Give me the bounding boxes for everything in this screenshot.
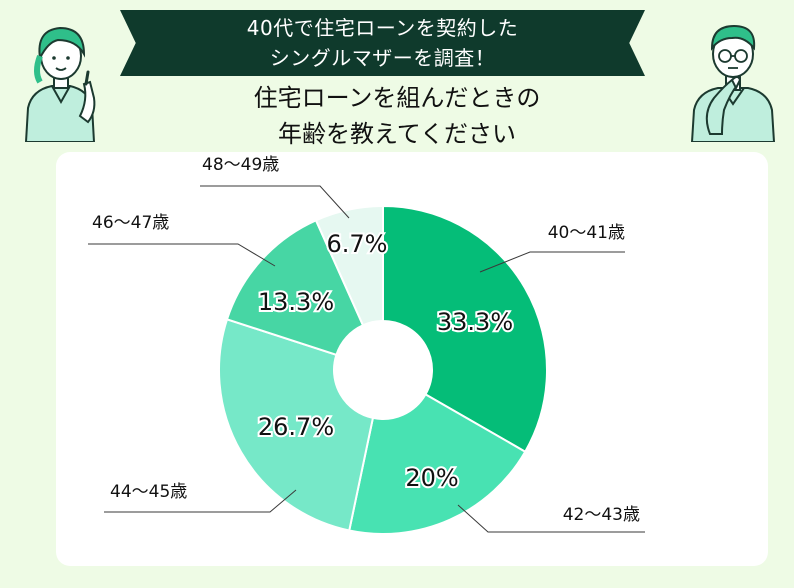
question-line-1: 住宅ローンを組んだときの (253, 84, 541, 112)
value-label: 33.3% (437, 308, 513, 336)
category-label: 46〜47歳 (92, 213, 169, 233)
category-label: 44〜45歳 (110, 482, 187, 502)
value-label: 26.7% (258, 413, 334, 441)
value-label: 20% (405, 464, 458, 492)
title-line-2: シングルマザーを調査！ (269, 46, 496, 70)
man-illustration (690, 24, 776, 142)
leader-line (457, 504, 645, 533)
category-label: 42〜43歳 (563, 505, 640, 525)
woman-illustration (24, 26, 96, 142)
pie-slice (382, 204, 548, 454)
leader-line (479, 251, 625, 273)
category-label: 40〜41歳 (548, 223, 625, 243)
pie-slice (348, 393, 527, 535)
leader-line (200, 185, 350, 219)
value-label: 13.3% (258, 288, 334, 316)
pie-slice (314, 204, 384, 327)
category-label: 48〜49歳 (202, 155, 279, 175)
leader-line (88, 243, 276, 267)
title-line-1: 40代で住宅ローンを契約した (246, 16, 519, 40)
question-line-2: 年齢を教えてください (277, 120, 517, 148)
value-label: 6.7% (327, 230, 388, 258)
leader-line (104, 489, 297, 513)
pie-slice (225, 218, 365, 357)
title-banner: 40代で住宅ローンを契約した シングルマザーを調査！ (120, 10, 645, 76)
question-text: 住宅ローンを組んだときの 年齢を教えてください (160, 80, 634, 152)
